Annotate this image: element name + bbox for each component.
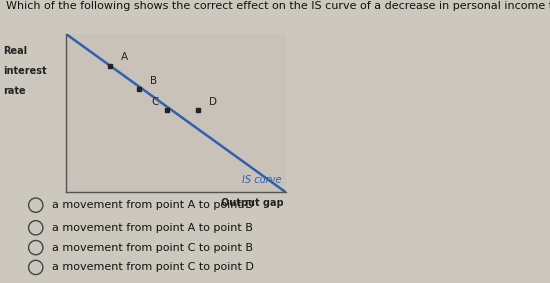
Text: a movement from point C to point B: a movement from point C to point B (52, 243, 253, 253)
Text: a movement from point C to point D: a movement from point C to point D (52, 262, 254, 273)
Text: A: A (121, 52, 128, 63)
Text: a movement from point A to point B: a movement from point A to point B (52, 223, 253, 233)
Text: Real: Real (3, 46, 27, 56)
Text: IS curve: IS curve (242, 175, 282, 185)
Text: rate: rate (3, 85, 25, 96)
Text: D: D (209, 97, 217, 107)
Text: B: B (150, 76, 157, 86)
Text: a movement from point A to point D: a movement from point A to point D (52, 200, 254, 210)
Text: Which of the following shows the correct effect on the IS curve of a decrease in: Which of the following shows the correct… (6, 1, 550, 11)
Text: Output gap: Output gap (221, 198, 283, 208)
Text: C: C (152, 97, 159, 107)
Text: interest: interest (3, 66, 46, 76)
